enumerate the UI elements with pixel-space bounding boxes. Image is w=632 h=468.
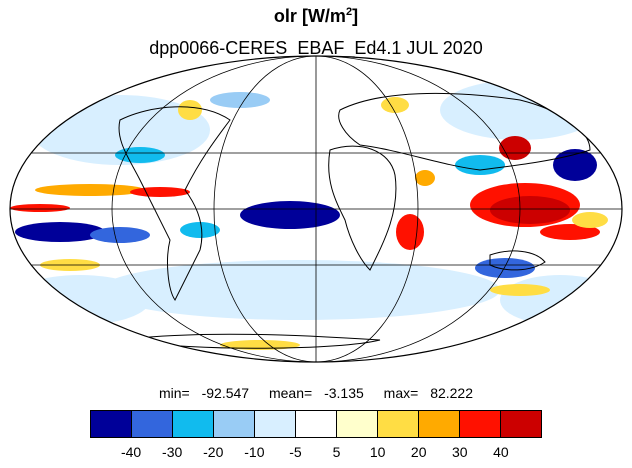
- max-label: max=: [383, 385, 419, 401]
- colorbar-swatch: [460, 411, 501, 437]
- colorbar-tick-label: 10: [369, 444, 386, 460]
- colorbar-swatch: [214, 411, 255, 437]
- colorbar-tick-label: -5: [289, 444, 302, 460]
- graticule: [10, 56, 622, 362]
- min-value: -92.547: [201, 385, 250, 401]
- colorbar-swatch: [296, 411, 337, 437]
- colorbar-tick-label: 5: [332, 444, 341, 460]
- map-border: [9, 55, 623, 363]
- colorbar-swatch: [255, 411, 296, 437]
- colorbar-swatch: [173, 411, 214, 437]
- anomaly-field: [10, 56, 622, 362]
- max-value: 82.222: [430, 385, 474, 401]
- colorbar-tick-label: 30: [452, 444, 468, 460]
- colorbar-tick-label: -10: [244, 444, 265, 460]
- colorbar-swatch: [91, 411, 132, 437]
- colorbar-swatch: [501, 411, 541, 437]
- colorbar-swatch: [337, 411, 378, 437]
- colorbar-swatch: [419, 411, 460, 437]
- colorbar-tick-label: -20: [203, 444, 224, 460]
- unit-exponent: 2: [345, 6, 353, 18]
- map-title: olr [W/m2]: [273, 6, 359, 26]
- colorbar-swatch: [378, 411, 419, 437]
- mean-label: mean=: [268, 385, 313, 401]
- colorbar-tick-label: 20: [410, 444, 427, 460]
- colorbar-tick-label: -40: [120, 444, 142, 460]
- mean-value: -3.135: [324, 385, 364, 401]
- map-subtitle: dpp0066-CERES_EBAF_Ed4.1 JUL 2020: [149, 38, 483, 58]
- field-statistics: min= -92.547 mean= -3.135 max= 82.222: [0, 385, 632, 401]
- variable-name: olr: [273, 6, 297, 26]
- colorbar: [90, 410, 542, 438]
- colorbar-ticks: -40 -30 -20 -10 -5 5 10 20 30 40: [90, 444, 542, 462]
- colorbar-tick-label: -30: [162, 444, 183, 460]
- unit-prefix: W/m: [307, 6, 346, 26]
- colorbar-tick-label: 40: [493, 444, 509, 460]
- colorbar-swatch: [132, 411, 173, 437]
- min-label: min=: [158, 385, 190, 401]
